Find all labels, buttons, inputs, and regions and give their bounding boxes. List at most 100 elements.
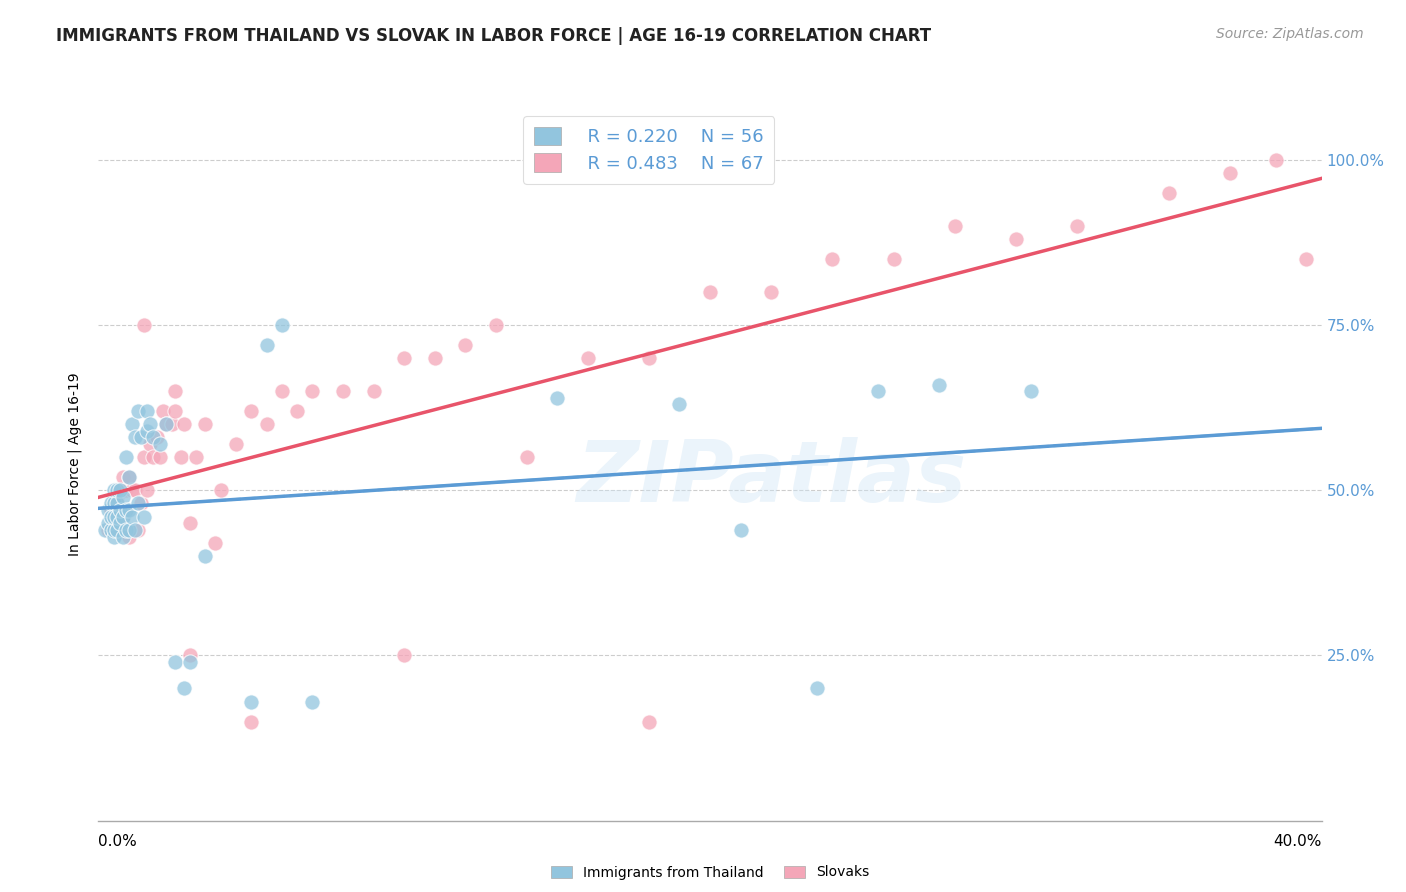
Point (105, 509, 128, 524)
Point (194, 417, 217, 432)
Point (105, 496, 128, 510)
Point (637, 351, 661, 365)
Point (868, 384, 890, 399)
Point (186, 450, 208, 465)
Point (301, 384, 323, 399)
Point (173, 681, 195, 696)
Point (118, 503, 141, 517)
Point (139, 417, 162, 432)
Text: 40.0%: 40.0% (1274, 834, 1322, 849)
Point (103, 496, 125, 510)
Point (118, 523, 141, 537)
Point (301, 695, 323, 709)
Point (121, 509, 143, 524)
Point (256, 338, 278, 352)
Point (121, 417, 143, 432)
Point (142, 430, 165, 444)
Point (637, 714, 661, 729)
Point (127, 496, 149, 510)
Point (240, 714, 263, 729)
Point (134, 450, 156, 465)
Point (423, 351, 446, 365)
Point (97, 516, 120, 531)
Point (108, 483, 131, 498)
Point (129, 430, 152, 444)
Point (225, 437, 247, 451)
Point (100, 523, 122, 537)
Point (1264, 153, 1286, 167)
Point (240, 404, 263, 418)
Point (928, 377, 950, 392)
Point (105, 483, 128, 498)
Point (152, 404, 174, 418)
Point (149, 450, 172, 465)
Point (163, 384, 186, 399)
Point (108, 503, 131, 517)
Point (155, 417, 177, 432)
Point (93, 523, 115, 537)
Point (163, 404, 186, 418)
Point (145, 430, 167, 444)
Point (111, 470, 134, 484)
Point (576, 351, 599, 365)
Point (1066, 219, 1088, 233)
Point (699, 285, 721, 299)
Point (546, 391, 568, 405)
Point (392, 351, 416, 365)
Point (136, 404, 159, 418)
Legend: Immigrants from Thailand, Slovaks: Immigrants from Thailand, Slovaks (546, 860, 875, 885)
Point (134, 509, 156, 524)
Point (730, 523, 752, 537)
Point (100, 503, 122, 517)
Point (270, 318, 292, 332)
Point (136, 424, 159, 438)
Point (363, 384, 385, 399)
Point (118, 470, 141, 484)
Point (118, 470, 141, 484)
Point (256, 417, 278, 432)
Point (285, 404, 308, 418)
Point (806, 681, 828, 696)
Point (121, 483, 143, 498)
Point (1157, 186, 1180, 200)
Point (115, 503, 138, 517)
Point (108, 483, 131, 498)
Point (155, 417, 177, 432)
Point (160, 417, 183, 432)
Point (883, 252, 905, 266)
Point (97, 503, 120, 517)
Point (142, 450, 165, 465)
Point (115, 523, 138, 537)
Point (127, 523, 149, 537)
Point (111, 509, 134, 524)
Point (1219, 166, 1241, 180)
Point (105, 490, 128, 504)
Point (270, 384, 292, 399)
Point (97, 523, 120, 537)
Point (179, 516, 201, 531)
Point (129, 496, 152, 510)
Point (103, 523, 125, 537)
Text: IMMIGRANTS FROM THAILAND VS SLOVAK IN LABOR FORCE | AGE 16-19 CORRELATION CHART: IMMIGRANTS FROM THAILAND VS SLOVAK IN LA… (56, 27, 931, 45)
Point (485, 318, 508, 332)
Point (108, 523, 131, 537)
Point (209, 483, 232, 498)
Text: 0.0%: 0.0% (98, 834, 138, 849)
Point (124, 523, 146, 537)
Point (1019, 384, 1042, 399)
Point (115, 483, 138, 498)
Point (332, 384, 354, 399)
Point (111, 529, 134, 543)
Point (136, 483, 159, 498)
Point (103, 523, 125, 537)
Point (103, 509, 125, 524)
Point (103, 529, 125, 543)
Text: ZIPatlas: ZIPatlas (576, 436, 966, 520)
Point (179, 655, 201, 669)
Point (194, 549, 217, 564)
Point (127, 404, 149, 418)
Point (111, 490, 134, 504)
Point (179, 648, 201, 663)
Point (759, 285, 782, 299)
Point (124, 430, 146, 444)
